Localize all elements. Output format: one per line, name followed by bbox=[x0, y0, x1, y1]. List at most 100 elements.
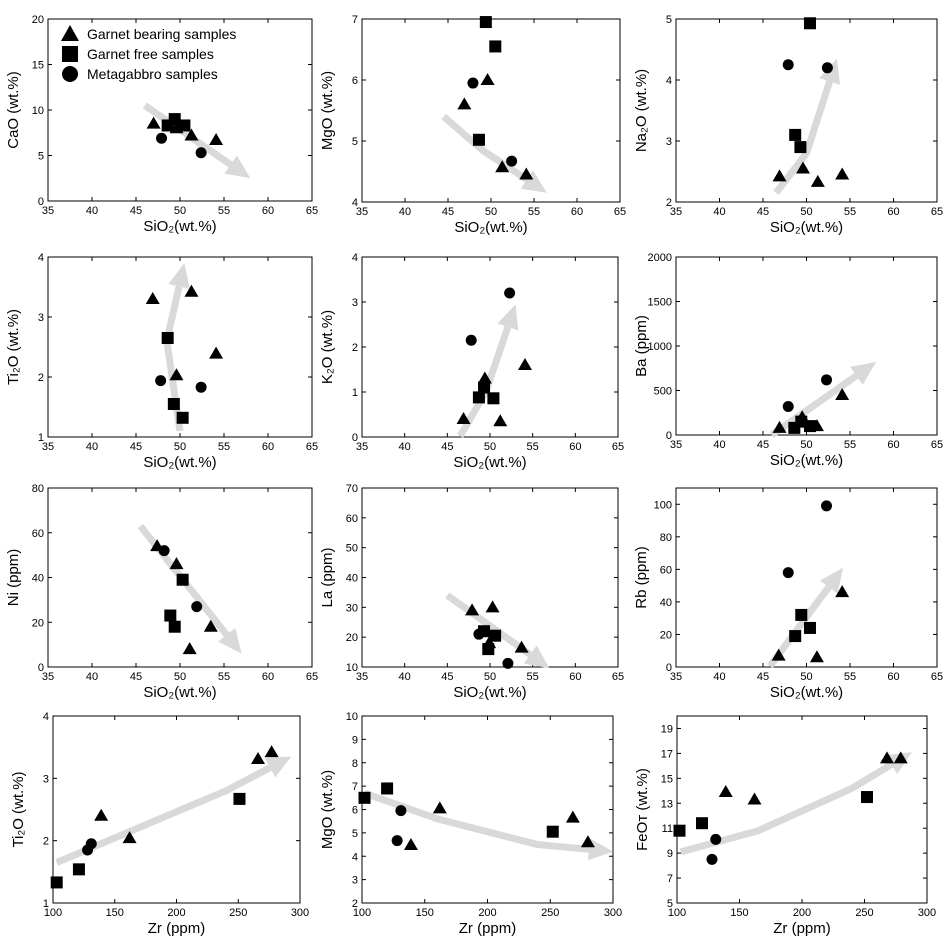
square-marker bbox=[482, 643, 495, 656]
y-axis-label: La (ppm) bbox=[319, 547, 336, 607]
triangle-marker bbox=[122, 831, 137, 844]
y-tick-label: 3 bbox=[43, 773, 49, 785]
y-tick-label: 500 bbox=[654, 386, 672, 398]
legend-circle-icon bbox=[62, 66, 78, 82]
square-marker bbox=[479, 16, 492, 29]
trend-arrow-shaft bbox=[441, 113, 529, 183]
x-tick-label: 35 bbox=[42, 671, 54, 683]
y-axis-label: MgO (wt.%) bbox=[319, 71, 336, 150]
y-tick-label: 60 bbox=[346, 513, 358, 525]
x-tick-label: 60 bbox=[887, 671, 899, 683]
square-marker bbox=[472, 391, 485, 404]
circle-marker bbox=[467, 77, 479, 89]
circle-marker bbox=[821, 374, 833, 386]
square-marker bbox=[381, 782, 394, 795]
x-tick-label: 55 bbox=[844, 206, 856, 218]
x-tick-label: 50 bbox=[484, 671, 496, 683]
circle-marker bbox=[502, 657, 514, 669]
y-tick-label: 0 bbox=[38, 662, 44, 674]
y-tick-label: 1 bbox=[38, 432, 44, 444]
x-tick-label: 55 bbox=[528, 206, 540, 218]
square-marker bbox=[546, 825, 559, 838]
y-tick-label: 0 bbox=[666, 430, 672, 442]
legend-label: Metagabbro samples bbox=[87, 66, 218, 82]
square-marker bbox=[164, 609, 177, 622]
triangle-marker bbox=[184, 128, 199, 141]
square-marker bbox=[168, 113, 181, 126]
x-tick-label: 40 bbox=[86, 671, 98, 683]
x-axis-label: SiO₂(wt.%) bbox=[770, 452, 843, 469]
triangle-marker bbox=[94, 808, 109, 821]
x-tick-label: 65 bbox=[306, 205, 318, 217]
x-tick-label: 60 bbox=[569, 441, 581, 453]
x-tick-label: 50 bbox=[485, 206, 497, 218]
x-tick-label: 60 bbox=[262, 441, 274, 453]
x-tick-label: 300 bbox=[918, 907, 936, 919]
panel-10: 100 150 200 250 300 1 2 3 4 Zr (ppm) Ti₂O (wt.%) bbox=[10, 711, 309, 937]
y-tick-label: 50 bbox=[346, 543, 358, 555]
trend-arrow-head bbox=[218, 627, 242, 654]
triangle-marker bbox=[718, 785, 733, 798]
x-tick-label: 35 bbox=[42, 441, 54, 453]
plot-frame bbox=[675, 18, 938, 203]
circle-marker bbox=[85, 838, 97, 850]
square-marker bbox=[233, 792, 246, 805]
y-tick-label: 2000 bbox=[648, 252, 672, 264]
trend-arrow-head bbox=[588, 838, 613, 861]
y-tick-label: 9 bbox=[352, 734, 358, 746]
y-tick-label: 40 bbox=[660, 597, 672, 609]
trend-arrow-shaft bbox=[55, 764, 272, 866]
x-tick-label: 50 bbox=[174, 671, 186, 683]
triangle-marker bbox=[465, 603, 480, 616]
triangle-marker bbox=[477, 371, 492, 384]
triangle-marker bbox=[169, 557, 184, 570]
trend-arrow-head bbox=[520, 170, 547, 193]
x-tick-label: 65 bbox=[614, 206, 626, 218]
x-tick-label: 150 bbox=[730, 907, 748, 919]
circle-marker bbox=[782, 567, 794, 579]
triangle-marker bbox=[495, 160, 510, 173]
x-axis-label: SiO₂(wt.%) bbox=[453, 454, 526, 471]
y-tick-label: 3 bbox=[352, 875, 358, 887]
circle-marker bbox=[782, 401, 794, 413]
x-axis-label: Zr (ppm) bbox=[773, 920, 831, 937]
x-axis-label: SiO₂(wt.%) bbox=[770, 219, 843, 236]
x-tick-label: 60 bbox=[887, 439, 899, 451]
triangle-marker bbox=[145, 292, 160, 304]
x-axis-label: SiO₂(wt.%) bbox=[770, 684, 843, 701]
x-tick-label: 40 bbox=[713, 671, 725, 683]
trend-arrow-shaft bbox=[445, 592, 533, 658]
x-axis-label: SiO₂(wt.%) bbox=[143, 684, 216, 701]
y-tick-label: 15 bbox=[661, 773, 673, 785]
y-tick-label: 30 bbox=[346, 602, 358, 614]
x-tick-label: 55 bbox=[527, 441, 539, 453]
square-marker bbox=[803, 621, 816, 634]
triangle-marker bbox=[182, 642, 197, 655]
circle-marker bbox=[391, 835, 403, 847]
x-tick-label: 50 bbox=[800, 206, 812, 218]
y-axis-label: FeOᴛ (wt.%) bbox=[634, 768, 651, 851]
square-marker bbox=[489, 629, 502, 642]
triangle-marker bbox=[747, 792, 762, 805]
y-tick-label: 3 bbox=[666, 136, 672, 148]
triangle-marker bbox=[146, 116, 161, 129]
y-tick-label: 60 bbox=[32, 528, 44, 540]
x-tick-label: 50 bbox=[800, 671, 812, 683]
x-tick-label: 50 bbox=[800, 439, 812, 451]
y-tick-label: 10 bbox=[346, 662, 358, 674]
x-axis-label: Zr (ppm) bbox=[459, 920, 517, 937]
legend-label: Garnet bearing samples bbox=[87, 26, 236, 42]
x-tick-label: 45 bbox=[442, 206, 454, 218]
triangle-marker bbox=[565, 810, 580, 823]
square-marker bbox=[161, 332, 174, 344]
x-tick-label: 150 bbox=[416, 907, 434, 919]
circle-marker bbox=[158, 545, 170, 557]
x-tick-label: 65 bbox=[931, 671, 943, 683]
trend-arrow-head bbox=[819, 567, 844, 594]
x-tick-label: 55 bbox=[218, 671, 230, 683]
y-tick-label: 5 bbox=[666, 14, 672, 26]
y-tick-label: 2 bbox=[43, 836, 49, 848]
panel-5: 35 40 45 50 55 60 65 0 1 2 3 4 SiO₂(wt.%) K₂O (wt.%) bbox=[319, 252, 624, 471]
y-tick-label: 6 bbox=[352, 75, 358, 87]
